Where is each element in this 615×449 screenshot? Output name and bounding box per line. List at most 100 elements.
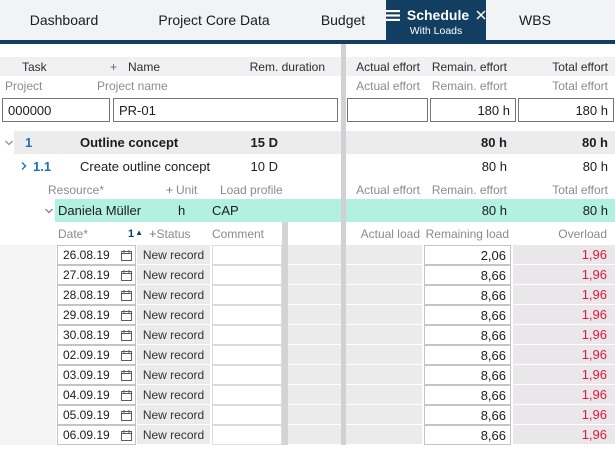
remaining-load-field[interactable]: 8,66 [424,305,511,325]
remaining-load-field[interactable]: 8,66 [424,405,511,425]
load-row: 26.08.19 New record 2,06 1,96 [0,245,615,265]
status-field[interactable]: New record [137,305,210,324]
tab-schedule[interactable]: Schedule With Loads [385,0,486,44]
row-indent-panel [0,245,56,445]
actual-load-cell [288,425,422,444]
status-field[interactable]: New record [137,325,210,344]
calendar-icon[interactable] [121,309,132,321]
date-field[interactable]: 28.08.19 [57,285,136,305]
expand-chevron-icon[interactable] [19,154,29,178]
remaining-load-field[interactable]: 8,66 [424,325,511,345]
comment-field[interactable] [212,425,282,445]
status-field[interactable]: New record [137,385,210,404]
sort-order-number: 1 [128,227,135,240]
remaining-load-field[interactable]: 8,66 [424,285,511,305]
task-row[interactable]: 1.1 Create outline concept 10 D 80 h 80 … [0,154,615,178]
sort-ascending-icon: ▲ [135,228,144,237]
tab-budget[interactable]: Budget [300,0,386,40]
load-row: 28.08.19 New record 8,66 1,96 [0,285,615,305]
date-field[interactable]: 27.08.19 [57,265,136,285]
status-column-label: Status [156,226,191,241]
comment-field[interactable] [212,285,282,305]
actual-effort-column-label: Actual effort [356,78,420,93]
remaining-load-field[interactable]: 8,66 [424,345,511,365]
overload-value: 1,96 [513,385,615,404]
calendar-icon[interactable] [121,429,132,441]
status-field[interactable]: New record [137,245,210,264]
tab-project-core-data[interactable]: Project Core Data [128,0,300,40]
date-field[interactable]: 30.08.19 [57,325,136,345]
status-field[interactable]: New record [137,345,210,364]
resource-row[interactable]: Daniela Müller h CAP 80 h 80 h [0,199,615,222]
project-name-field[interactable]: PR-01 [113,98,338,122]
calendar-icon[interactable] [121,409,132,421]
date-field[interactable]: 05.09.19 [57,405,136,425]
tab-wbs[interactable]: WBS [486,0,584,40]
date-field[interactable]: 04.09.19 [57,385,136,405]
status-field[interactable]: New record [137,405,210,424]
actual-load-column-label: Actual load [360,226,420,241]
comment-field[interactable] [212,325,282,345]
comment-field[interactable] [212,265,282,285]
project-id-field[interactable]: 000000 [2,98,110,122]
actual-effort-field[interactable] [347,98,428,122]
actual-load-cell [288,305,422,324]
calendar-icon[interactable] [121,389,132,401]
status-field[interactable]: New record [137,365,210,384]
remaining-load-field[interactable]: 2,06 [424,245,511,265]
status-field[interactable]: New record [137,425,210,444]
total-effort-value: 80 h [581,135,608,150]
add-resource-icon[interactable]: + [166,182,174,197]
load-row: 27.08.19 New record 8,66 1,96 [0,265,615,285]
date-field[interactable]: 02.09.19 [57,345,136,365]
project-header-row: Project Project name Actual effort Remai… [0,76,615,95]
comment-field[interactable] [212,385,282,405]
calendar-icon[interactable] [121,289,132,301]
task-table-header: Task + Name Rem. duration Actual effort … [0,57,615,76]
collapse-chevron-icon[interactable] [44,199,54,222]
tab-dashboard[interactable]: Dashboard [0,0,128,40]
actual-load-cell [288,265,422,284]
comment-field[interactable] [212,245,282,265]
remain-effort-value: 80 h [480,135,507,150]
remain-effort-field[interactable]: 180 h [430,98,516,122]
close-tab-icon[interactable] [476,10,486,20]
add-record-icon[interactable]: + [149,226,157,241]
tab-label: WBS [519,12,551,28]
date-field[interactable]: 29.08.19 [57,305,136,325]
total-effort-field[interactable]: 180 h [518,98,614,122]
load-row: 02.09.19 New record 8,66 1,96 [0,345,615,365]
comment-field[interactable] [212,305,282,325]
task-row[interactable]: 1 Outline concept 15 D 80 h 80 h [0,131,615,154]
add-task-icon[interactable]: + [110,59,118,74]
comment-field[interactable] [212,405,282,425]
project-column-label: Project [5,78,43,93]
remaining-load-field[interactable]: 8,66 [424,385,511,405]
load-profile-value: CAP [212,203,239,218]
date-field[interactable]: 06.09.19 [57,425,136,445]
calendar-icon[interactable] [121,249,132,261]
status-field[interactable]: New record [137,265,210,284]
load-row: 30.08.19 New record 8,66 1,96 [0,325,615,345]
collapse-chevron-icon[interactable] [4,131,14,154]
calendar-icon[interactable] [121,349,132,361]
comment-field[interactable] [212,345,282,365]
date-field[interactable]: 03.09.19 [57,365,136,385]
calendar-icon[interactable] [121,329,132,341]
calendar-icon[interactable] [121,269,132,281]
overload-value: 1,96 [513,265,615,284]
hamburger-menu-icon[interactable] [385,9,400,21]
date-field[interactable]: 26.08.19 [57,245,136,265]
status-field[interactable]: New record [137,285,210,304]
remaining-load-field[interactable]: 8,66 [424,425,511,445]
comment-field[interactable] [212,365,282,385]
task-name: Outline concept [80,135,179,150]
remaining-load-field[interactable]: 8,66 [424,365,511,385]
actual-load-cell [288,365,422,384]
sort-ascending-control[interactable]: 1 ▲ + [128,223,157,244]
project-row: 000000 PR-01 180 h 180 h [0,98,615,122]
calendar-icon[interactable] [121,369,132,381]
overload-value: 1,96 [513,365,615,384]
remaining-load-field[interactable]: 8,66 [424,265,511,285]
resource-name: Daniela Müller [58,203,142,218]
